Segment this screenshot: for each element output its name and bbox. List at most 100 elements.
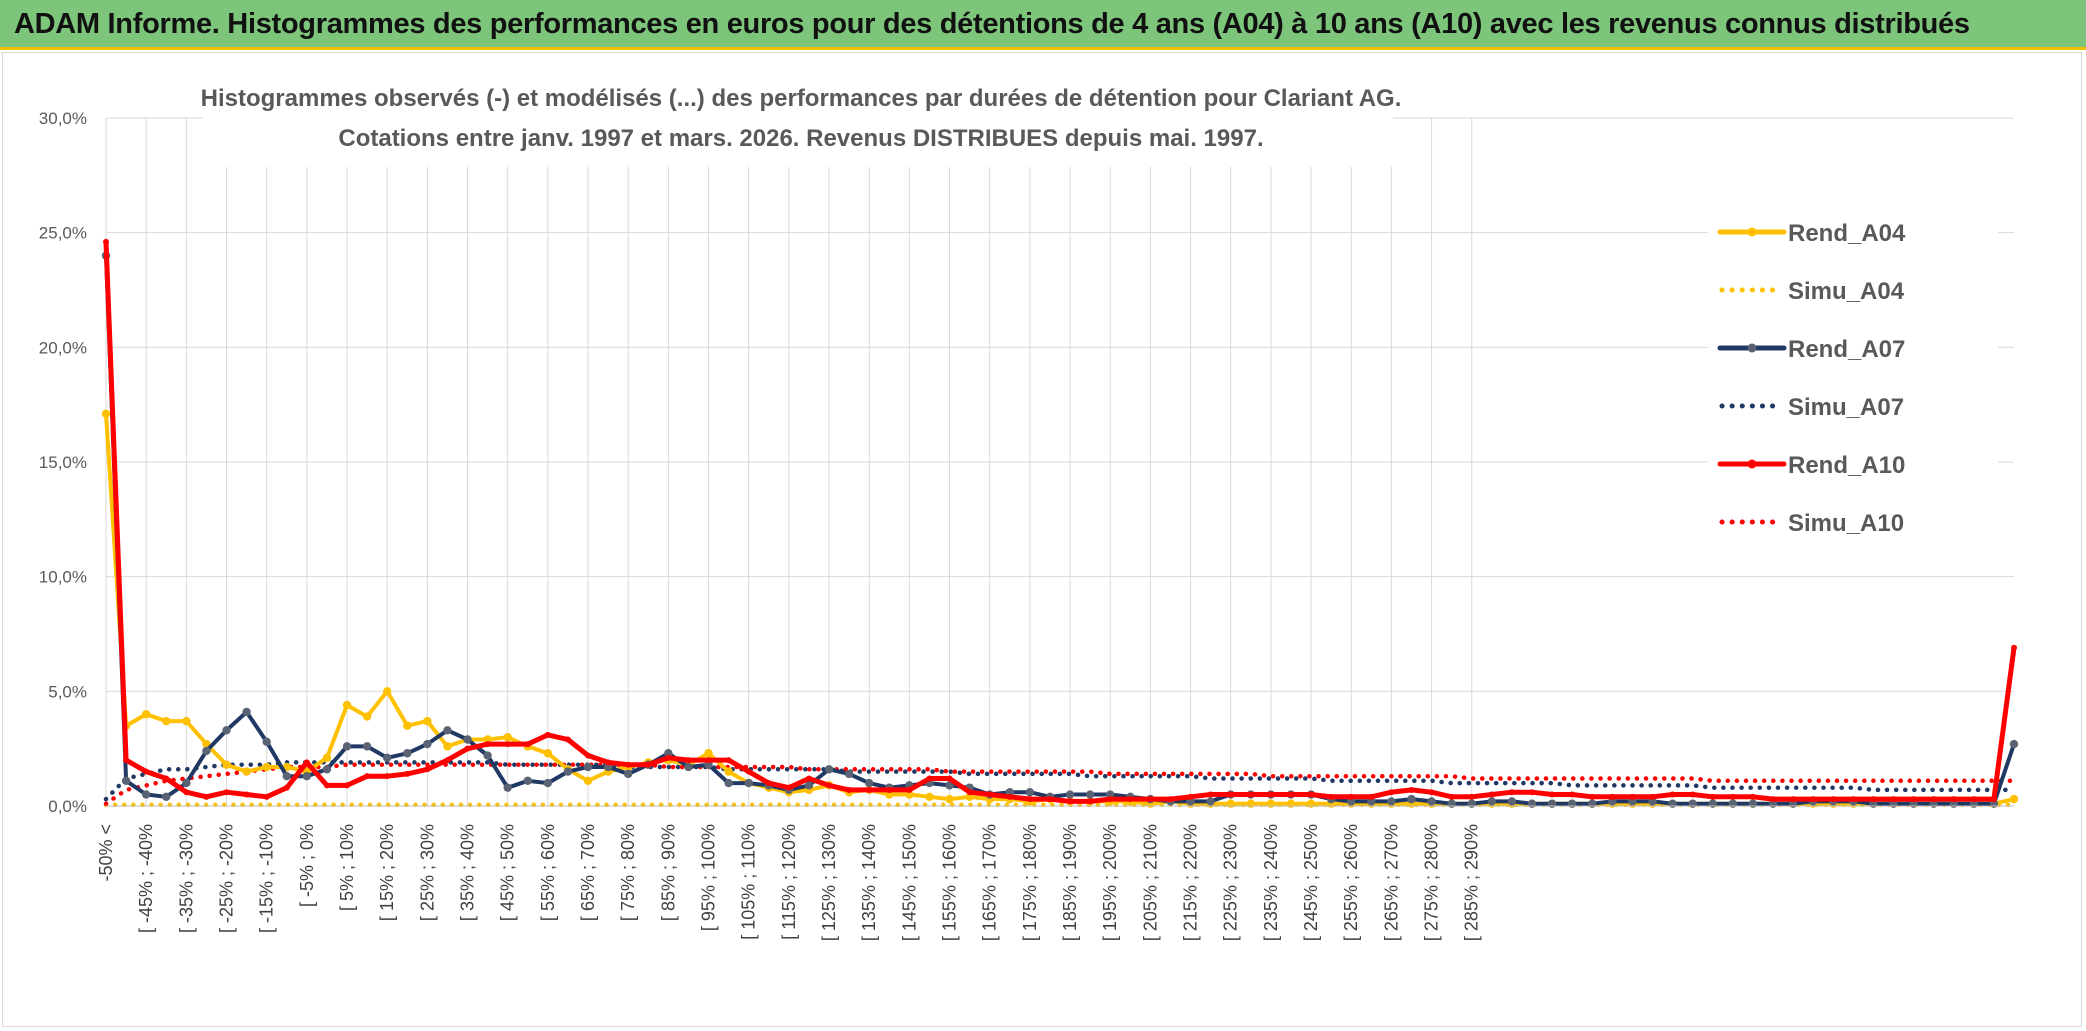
legend-item-rend-a07: Rend_A07 [1717,336,1905,363]
x-tick-label: [ 225% ; 230% [1221,824,1241,941]
data-point [403,749,412,758]
data-point [704,760,713,769]
data-point [543,778,553,788]
data-point [1046,796,1053,803]
data-point [202,746,211,756]
x-tick-label: -50% < [96,824,116,882]
data-point [1246,799,1256,808]
data-point [1025,788,1035,797]
data-point [323,782,330,789]
data-point [1187,793,1194,800]
data-point [885,790,894,799]
data-point [1286,799,1296,808]
data-point [945,794,954,804]
x-tick-label: [ 245% ; 250% [1301,824,1321,941]
data-point [263,793,270,800]
data-point [123,757,130,764]
chart-subtitle: Cotations entre janv. 1997 et mars. 2026… [338,125,1263,152]
data-point [322,753,332,763]
x-tick-label: [ 155% ; 160% [940,824,960,941]
y-tick-label: 10,0% [39,568,87,587]
data-point [1408,786,1415,793]
data-point [765,780,772,787]
data-point [645,761,652,768]
legend-item-simu-a07: Simu_A07 [1719,394,1904,421]
x-tick-label: [ 195% ; 200% [1100,824,1120,941]
data-point [121,776,131,785]
data-point [704,749,713,758]
data-point [444,757,451,764]
legend-label: Rend_A07 [1788,336,1905,363]
data-point [925,792,934,802]
data-point [1588,799,1597,808]
y-tick-label: 0,0% [48,797,87,816]
data-point [1306,799,1316,808]
data-point [242,767,251,776]
series-rend-a10 [103,238,2017,805]
data-point [182,778,191,788]
data-point [543,749,553,758]
chart-title-background [203,77,1393,167]
data-point [684,762,693,772]
x-tick-label: [ 125% ; 130% [819,824,839,941]
x-tick-label: [ 45% ; 50% [498,824,518,921]
data-point [1226,799,1235,808]
data-point [865,778,874,788]
data-point [1528,789,1535,796]
data-point [685,757,692,764]
data-point [846,786,853,793]
y-tick-label: 30,0% [39,109,87,128]
data-point [1709,793,1716,800]
report-banner: ADAM Informe. Histogrammes des performan… [0,0,2086,50]
data-point [1026,796,1033,803]
data-point [1147,796,1154,803]
x-tick-label: [ 35% ; 40% [458,824,478,921]
data-point [1608,797,1617,806]
x-tick-label: [ 175% ; 180% [1020,824,1040,941]
data-point [1467,799,1476,808]
data-point [1287,791,1294,798]
data-point [1850,796,1857,803]
data-point [544,731,551,738]
data-point [804,781,814,790]
y-tick-label: 25,0% [39,224,87,243]
data-point [163,775,170,782]
data-point [1107,796,1114,803]
data-point [262,762,271,772]
data-point [563,767,573,776]
data-point [1308,791,1315,798]
data-point [342,742,352,751]
data-point [946,775,953,782]
data-point [1830,796,1837,803]
y-tick-label: 5,0% [48,682,87,701]
data-point [243,791,250,798]
report-title: ADAM Informe. Histogrammes des performan… [14,8,1970,40]
data-point [1065,790,1075,799]
data-point [1387,797,1396,806]
data-point [222,726,231,735]
x-tick-label: [ 115% ; 120% [779,824,799,940]
data-point [1870,796,1877,803]
x-tick-label: [ 215% ; 220% [1181,824,1201,941]
x-tick-label: [ -15% ; -10% [257,824,277,933]
data-point [183,789,190,796]
x-tick-label: [ 95% ; 100% [699,824,719,931]
data-point [1267,791,1274,798]
data-point [503,733,512,742]
x-tick-label: [ 25% ; 30% [417,824,437,921]
data-point [483,751,492,760]
data-point [945,781,954,790]
data-point [483,735,492,744]
data-point [203,793,210,800]
data-point [805,775,812,782]
data-point [1407,794,1416,804]
series-simu-a07 [103,760,2017,802]
data-point [322,765,332,774]
data-point [966,789,973,796]
data-point [424,766,431,773]
data-point [724,767,733,776]
data-point [1227,791,1234,798]
data-point [583,776,593,785]
x-tick-label: [ 235% ; 240% [1261,824,1281,941]
data-point [824,765,834,774]
